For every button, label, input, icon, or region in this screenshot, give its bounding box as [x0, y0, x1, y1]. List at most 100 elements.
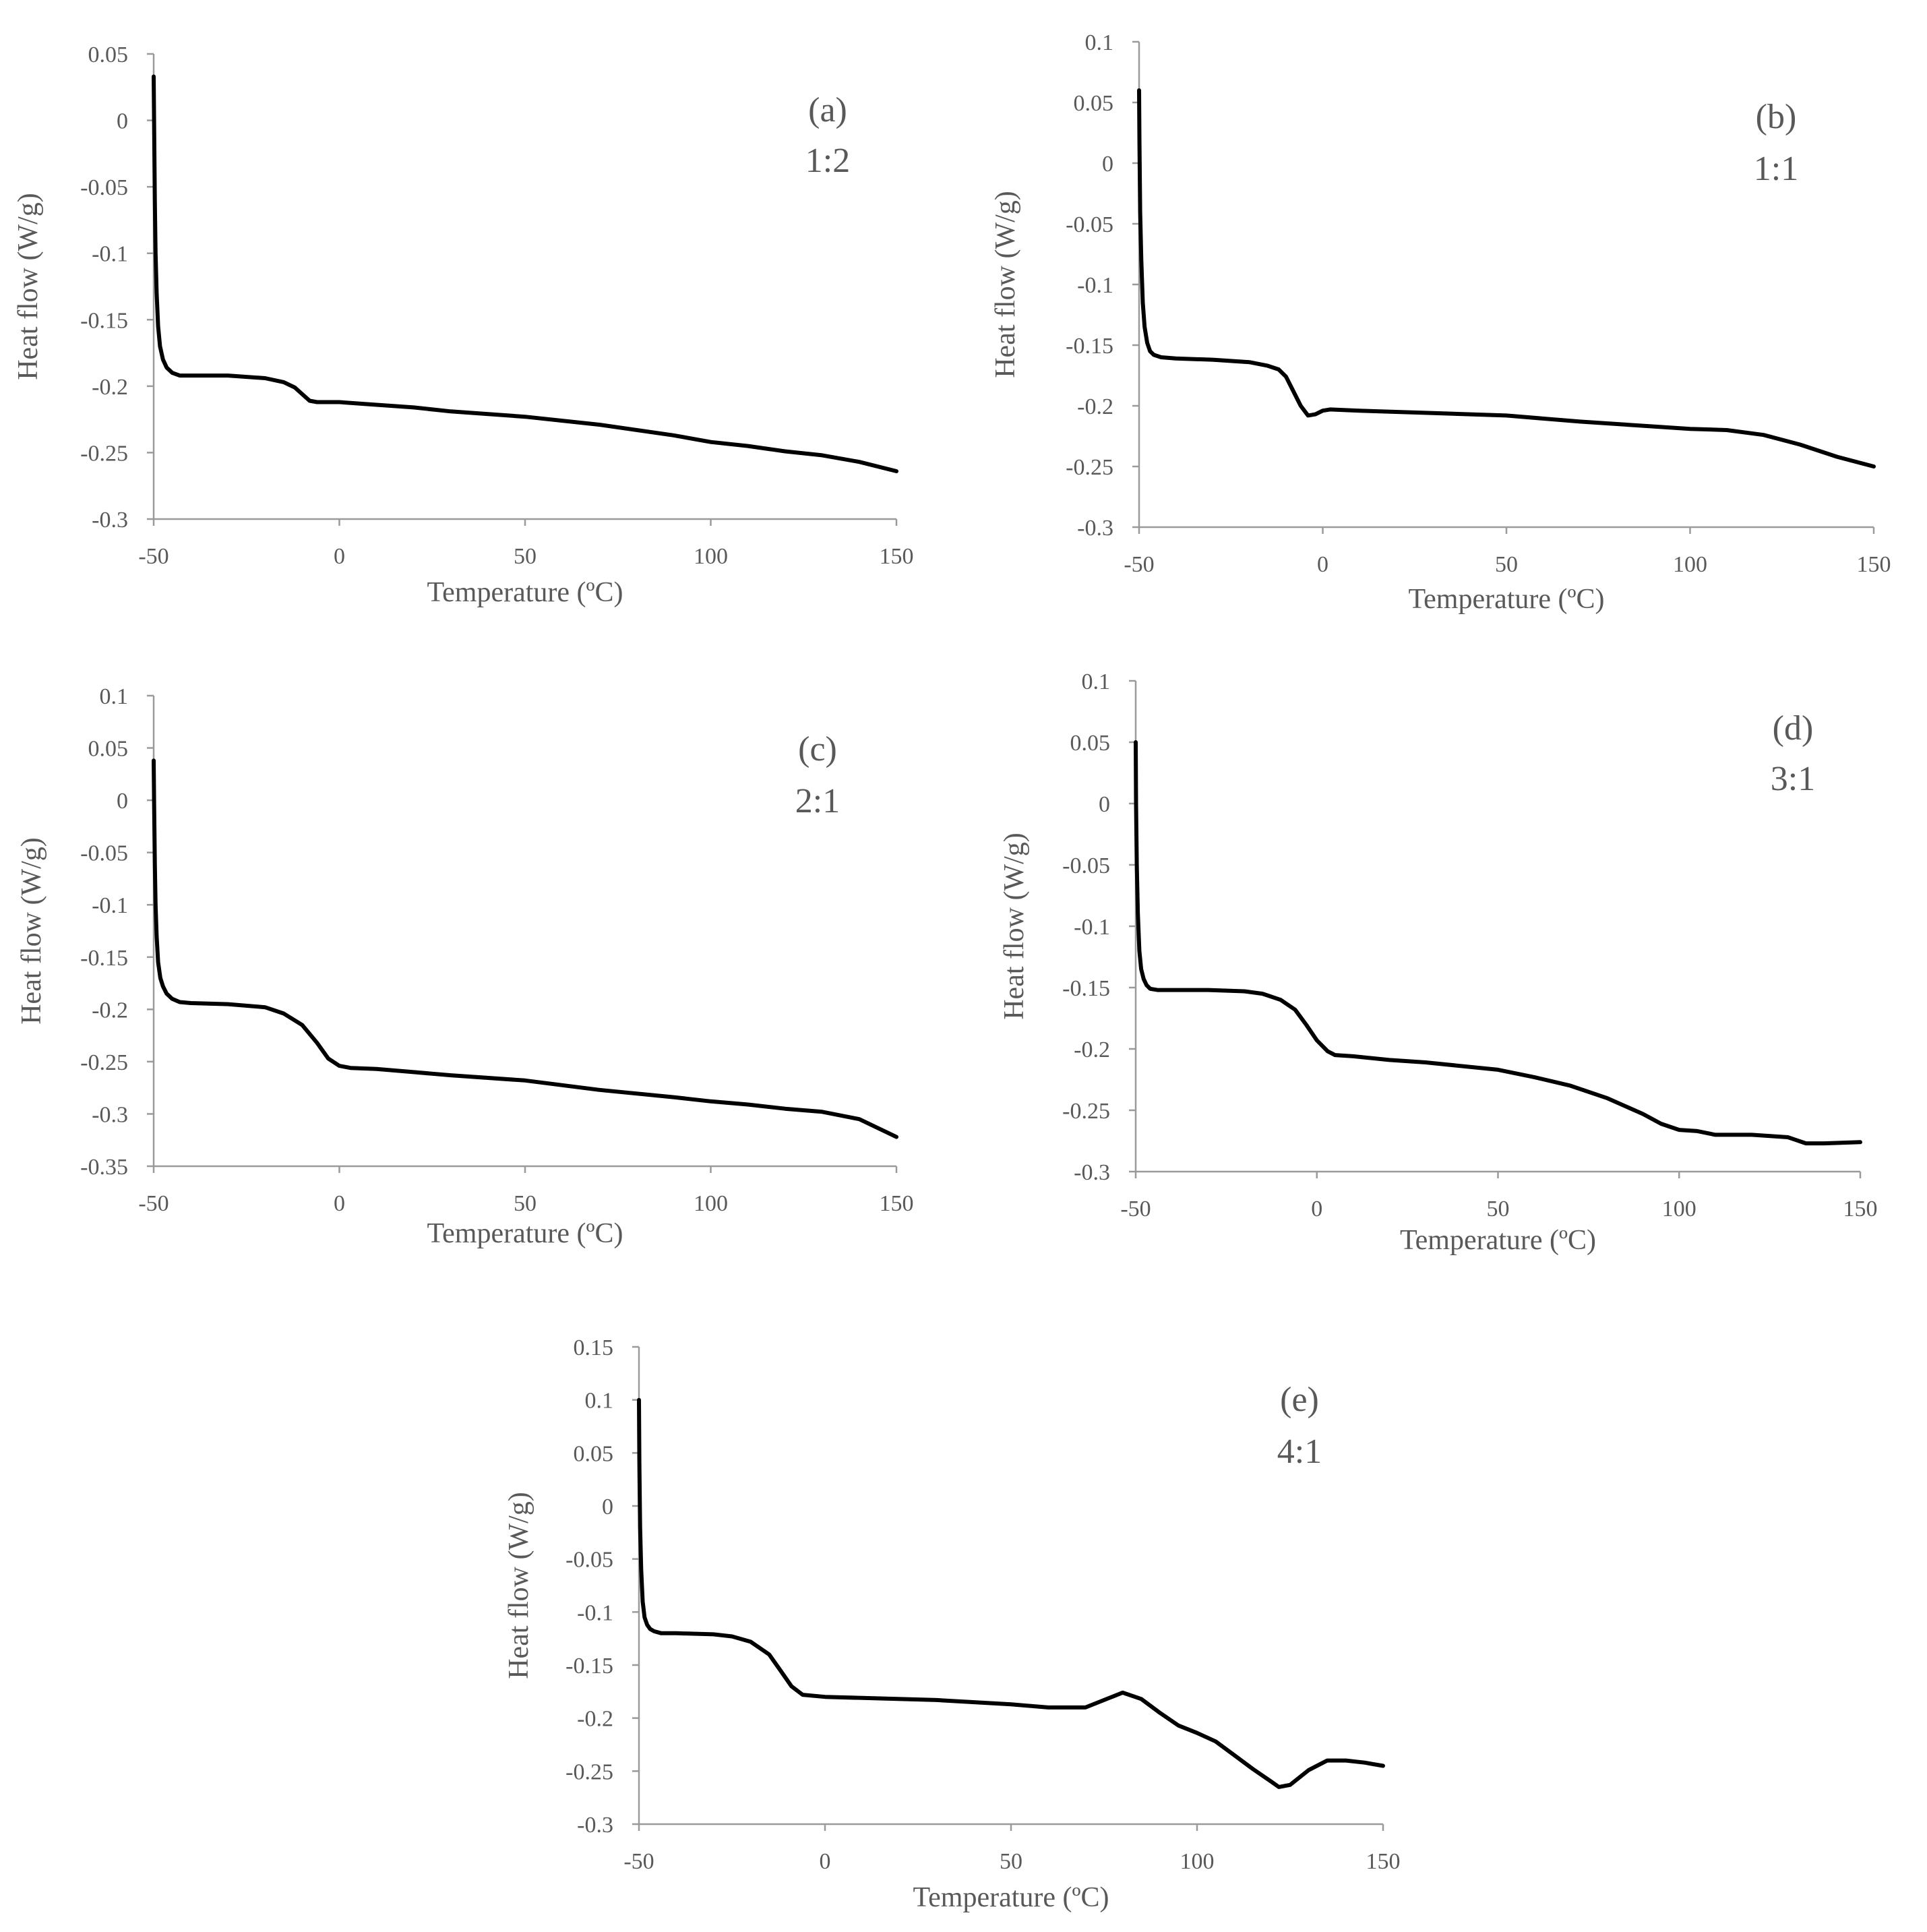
heat-flow-curve [1137, 88, 1876, 469]
y-tick-label: 0.05 [1070, 731, 1111, 756]
heat-flow-curve [152, 74, 898, 473]
y-tick-label: -0.3 [1077, 516, 1113, 541]
panel-d: 0.1 0.05 0 -0.05 -0.1 -0.15 -0.2 -0.25 -0.3 -50 0 5… [999, 669, 1878, 1256]
y-tick-label: 0.05 [88, 737, 129, 762]
x-tick-label: 150 [1857, 552, 1891, 577]
x-tick-label: -50 [1120, 1197, 1151, 1221]
y-tick-label: 0.1 [100, 684, 129, 709]
y-axis-title: Heat flow (W/g) [999, 833, 1030, 1020]
y-tick-label: -0.2 [1074, 1037, 1110, 1062]
ratio-label: 1:1 [1754, 150, 1798, 188]
x-tick-label: 150 [1366, 1849, 1401, 1874]
x-axis-title: Temperature (ºC) [913, 1882, 1109, 1913]
y-tick-label: 0 [1102, 152, 1113, 177]
ratio-label: 4:1 [1277, 1432, 1322, 1471]
y-tick-label: -0.1 [577, 1600, 613, 1625]
y-tick-label: -0.25 [1066, 455, 1113, 480]
x-tick-label: 150 [880, 544, 914, 569]
y-tick-label: -0.3 [92, 508, 128, 533]
y-tick-label: -0.1 [1074, 915, 1110, 940]
ratio-label: 2:1 [795, 782, 840, 820]
y-tick-label: -0.05 [1066, 212, 1113, 237]
x-axis-title: Temperature (ºC) [427, 1218, 623, 1249]
y-tick-label: -0.05 [80, 175, 128, 200]
panel-label: (b) [1756, 98, 1797, 136]
y-tick-label: -0.2 [577, 1707, 613, 1732]
ratio-label: 3:1 [1771, 760, 1815, 798]
y-tick-label: -0.2 [92, 375, 128, 400]
panel-c: 0.1 0.05 0 -0.05 -0.1 -0.15 -0.2 -0.25 -0.3 -0.35… [16, 684, 914, 1249]
y-tick-label: -0.15 [1066, 334, 1113, 359]
y-tick-label: -0.25 [565, 1759, 613, 1784]
y-tick-label: 0.1 [585, 1389, 614, 1414]
heat-flow-curve [152, 758, 898, 1139]
y-axis-title: Heat flow (W/g) [503, 1492, 534, 1679]
y-tick-label: 0.05 [88, 42, 129, 67]
x-tick-label: 50 [1000, 1849, 1022, 1874]
y-tick-label: -0.1 [1077, 273, 1113, 298]
x-tick-label: 50 [1487, 1197, 1510, 1221]
y-tick-label: -0.25 [1062, 1099, 1110, 1124]
x-tick-label: 50 [514, 1191, 537, 1216]
y-tick-label: -0.3 [577, 1813, 613, 1838]
panel-e: 0.15 0.1 0.05 0 -0.05 -0.1 -0.15 -0.2 -0.25 -0.3-… [503, 1335, 1401, 1913]
y-tick-label: -0.1 [92, 893, 128, 918]
x-tick-label: -50 [623, 1849, 654, 1874]
panel-a: 0.05 0 -0.05 -0.1 -0.15 -0.2 -0.25 -0.3 -50 0 50 10… [13, 42, 914, 608]
heat-flow-curve [1134, 740, 1862, 1146]
heat-flow-curve [637, 1397, 1385, 1789]
panel-label: (a) [808, 91, 847, 129]
x-tick-label: 100 [1180, 1849, 1215, 1874]
y-axis-title: Heat flow (W/g) [16, 837, 47, 1025]
y-tick-label: -0.2 [92, 998, 128, 1023]
panel-label: (d) [1773, 709, 1814, 748]
y-tick-label: -0.15 [80, 946, 128, 971]
x-tick-label: 100 [694, 1191, 728, 1216]
y-tick-label: -0.25 [80, 441, 128, 466]
x-tick-label: 150 [1843, 1197, 1878, 1221]
panel-label: (e) [1280, 1381, 1319, 1419]
y-tick-label: 0 [1099, 792, 1110, 817]
y-tick-label: -0.35 [80, 1155, 128, 1180]
y-tick-label: 0.15 [574, 1335, 614, 1360]
y-tick-label: -0.1 [92, 242, 128, 267]
x-tick-label: 0 [334, 544, 345, 569]
x-tick-label: 0 [1317, 552, 1328, 577]
y-tick-label: -0.15 [565, 1654, 613, 1679]
y-tick-label: 0 [117, 109, 128, 134]
y-axis-title: Heat flow (W/g) [990, 191, 1021, 378]
y-tick-label: -0.15 [80, 308, 128, 333]
x-tick-label: 50 [1495, 552, 1518, 577]
y-tick-label: 0.05 [1074, 91, 1114, 116]
x-tick-label: 0 [334, 1191, 345, 1216]
y-tick-label: 0.05 [574, 1441, 614, 1466]
x-tick-label: 0 [820, 1849, 831, 1874]
x-tick-label: -50 [138, 1191, 169, 1216]
panel-b: 0.1 0.05 0 -0.05 -0.1 -0.15 -0.2 -0.25 -0.3 -50 0 5… [990, 30, 1891, 615]
y-tick-label: 0.1 [1082, 669, 1111, 694]
x-tick-label: 100 [1662, 1197, 1696, 1221]
x-tick-label: 100 [694, 544, 728, 569]
x-axis-title: Temperature (ºC) [1408, 584, 1604, 615]
y-tick-label: -0.3 [92, 1102, 128, 1127]
y-tick-label: -0.2 [1077, 394, 1113, 419]
x-tick-label: -50 [1124, 552, 1154, 577]
y-tick-label: -0.05 [565, 1548, 613, 1573]
x-axis-title: Temperature (ºC) [427, 577, 623, 608]
x-axis-title: Temperature (ºC) [1400, 1225, 1596, 1256]
y-tick-label: 0 [602, 1495, 613, 1519]
y-tick-label: -0.05 [80, 841, 128, 866]
y-tick-label: 0.1 [1085, 30, 1114, 55]
y-tick-label: -0.15 [1062, 976, 1110, 1001]
x-tick-label: 100 [1673, 552, 1707, 577]
x-tick-label: 150 [880, 1191, 914, 1216]
y-tick-label: -0.25 [80, 1050, 128, 1075]
panel-label: (c) [798, 730, 837, 768]
x-tick-label: 0 [1311, 1197, 1322, 1221]
y-tick-label: -0.3 [1074, 1160, 1110, 1185]
ratio-label: 1:2 [805, 142, 850, 180]
y-axis-title: Heat flow (W/g) [13, 193, 44, 380]
y-tick-label: -0.05 [1062, 853, 1110, 878]
x-tick-label: 50 [514, 544, 537, 569]
